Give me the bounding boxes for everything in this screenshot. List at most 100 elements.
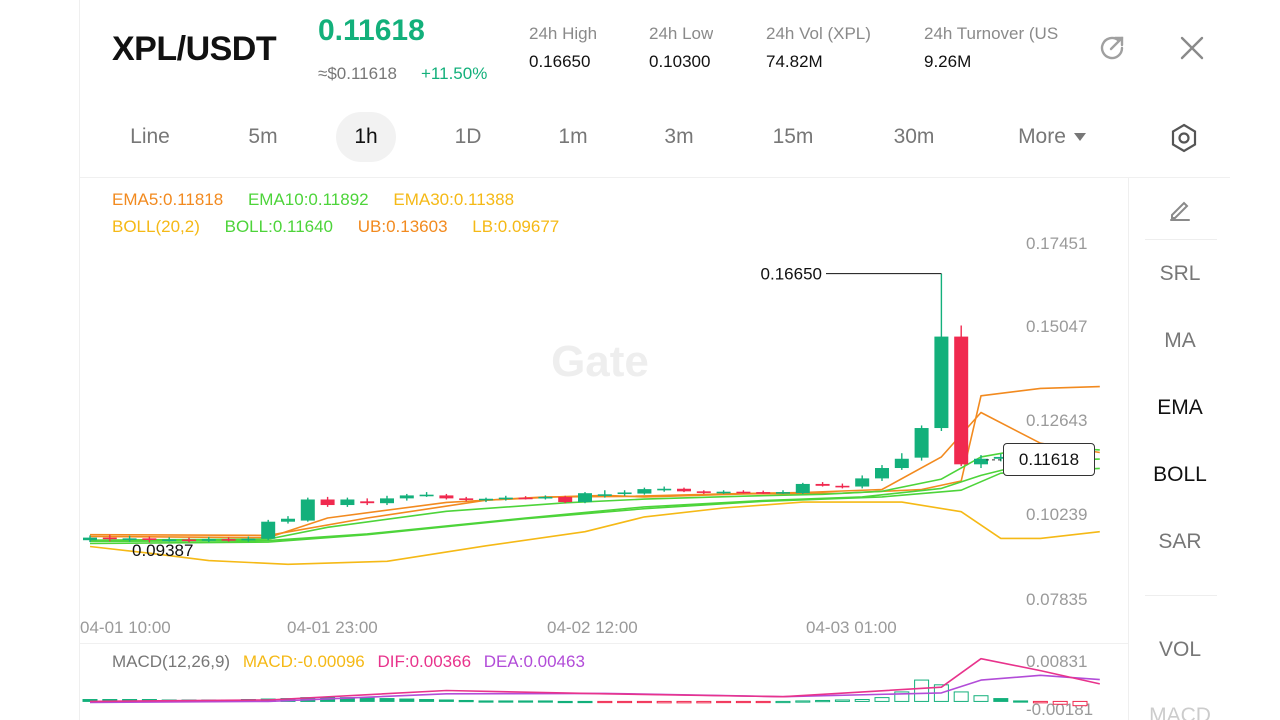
candle-body bbox=[498, 497, 513, 500]
candle-body bbox=[340, 499, 355, 506]
tab-1h[interactable]: 1h bbox=[336, 112, 396, 162]
price-axis-label: 0.07835 bbox=[1026, 590, 1088, 609]
macd-hist-bar bbox=[537, 700, 553, 703]
ema10-line bbox=[89, 445, 1100, 541]
legend-macd-title: MACD(12,26,9) bbox=[112, 652, 231, 671]
candle-body bbox=[439, 495, 454, 499]
legend-dea: DEA:0.00463 bbox=[483, 652, 585, 671]
close-icon[interactable] bbox=[1176, 32, 1208, 64]
macd-hist-bar bbox=[597, 700, 613, 704]
sidebar-item-macd[interactable]: MACD bbox=[1149, 704, 1211, 720]
sidebar-item-sar[interactable]: SAR bbox=[1158, 530, 1202, 553]
macd-hist-bar bbox=[359, 697, 375, 702]
stat-value: 74.82M bbox=[766, 52, 823, 71]
stat-label: 24h Vol (XPL) bbox=[766, 24, 871, 43]
macd-hist-bar bbox=[1032, 700, 1048, 704]
tab-1d[interactable]: 1D bbox=[454, 125, 482, 148]
time-axis-label: 04-01 23:00 bbox=[287, 618, 378, 637]
tab-3m[interactable]: 3m bbox=[664, 125, 694, 148]
candle-body bbox=[399, 495, 414, 499]
fiat-price: ≈$0.11618 bbox=[318, 64, 397, 83]
macd-hist-bar bbox=[656, 700, 672, 704]
macd-hist-bar bbox=[577, 700, 593, 704]
tabs-divider bbox=[80, 177, 1230, 178]
candle-body bbox=[993, 456, 1008, 459]
macd-hist-bar bbox=[478, 700, 494, 703]
legend-macd: MACD:-0.00096 bbox=[242, 652, 365, 671]
macd-hist-bar bbox=[82, 699, 98, 702]
candle-body bbox=[102, 537, 117, 540]
candle-body bbox=[182, 539, 196, 542]
macd-axis-label: 0.00831 bbox=[1026, 652, 1088, 671]
candle-body bbox=[83, 537, 97, 541]
share-icon[interactable] bbox=[1096, 32, 1128, 64]
time-axis-label: 04-01 10:00 bbox=[80, 618, 171, 637]
macd-hist-bar bbox=[775, 700, 791, 704]
candle-body bbox=[558, 496, 573, 503]
ema30-line bbox=[89, 467, 1100, 545]
sidebar-item-vol[interactable]: VOL bbox=[1158, 638, 1202, 661]
macd-hist-bar bbox=[399, 698, 415, 702]
indicator-sidebar: SRL MA EMA BOLL SAR VOL MACD bbox=[1128, 178, 1230, 720]
legend-row-boll: BOLL(20,2) BOLL:0.11640 UB:0.13603 LB:0.… bbox=[112, 217, 559, 237]
candle-body bbox=[380, 498, 394, 504]
candle-body bbox=[320, 499, 335, 506]
pencil-icon[interactable] bbox=[1167, 196, 1193, 222]
macd-hist-bar bbox=[379, 698, 395, 702]
macd-hist-bar bbox=[874, 697, 890, 702]
candle-body bbox=[221, 539, 236, 541]
candle-body bbox=[360, 501, 375, 504]
candlestick-chart[interactable]: Gate 0.16650 0.09387 bbox=[0, 0, 1128, 720]
boll-lower-line bbox=[89, 501, 1100, 566]
price-axis-label: 0.10239 bbox=[1026, 505, 1088, 524]
macd-hist-bar bbox=[1013, 700, 1029, 703]
tab-30m[interactable]: 30m bbox=[893, 125, 935, 148]
macd-hist-bar bbox=[676, 700, 692, 704]
stat-label: 24h High bbox=[529, 24, 598, 43]
sidebar-divider bbox=[1145, 239, 1217, 240]
settings-icon[interactable] bbox=[1168, 122, 1200, 154]
macd-hist-bar bbox=[795, 700, 811, 703]
candle-body bbox=[300, 499, 315, 521]
sidebar-item-ma[interactable]: MA bbox=[1164, 329, 1196, 352]
sidebar-divider bbox=[1145, 595, 1217, 596]
candle-body bbox=[954, 336, 969, 465]
sidebar-item-ema[interactable]: EMA bbox=[1157, 396, 1203, 419]
macd-hist-bar bbox=[716, 700, 732, 704]
legend-boll-lb: LB:0.09677 bbox=[472, 217, 560, 236]
low-marker-label: 0.09387 bbox=[132, 541, 193, 560]
candle-body bbox=[261, 521, 276, 539]
candle-body bbox=[815, 483, 830, 486]
sidebar-item-srl[interactable]: SRL bbox=[1159, 262, 1201, 285]
stat-value: 0.10300 bbox=[649, 52, 711, 71]
tab-1m[interactable]: 1m bbox=[558, 125, 588, 148]
stat-label: 24h Low bbox=[649, 24, 714, 43]
tab-line[interactable]: Line bbox=[130, 125, 170, 148]
candle-body bbox=[914, 428, 929, 458]
macd-hist-bar bbox=[419, 699, 435, 702]
macd-hist-bar bbox=[1052, 700, 1068, 705]
stat-label: 24h Turnover (US bbox=[924, 24, 1059, 43]
sidebar-item-boll[interactable]: BOLL bbox=[1153, 463, 1207, 486]
macd-hist-bar bbox=[557, 700, 573, 704]
stat-value: 0.16650 bbox=[529, 52, 591, 71]
candle-body bbox=[696, 491, 711, 493]
stat-24h-high: 24h High 0.16650 bbox=[529, 24, 597, 72]
stat-value: 9.26M bbox=[924, 52, 972, 71]
tab-5m[interactable]: 5m bbox=[248, 125, 278, 148]
macd-hist-bar bbox=[894, 691, 910, 702]
tab-15m[interactable]: 15m bbox=[772, 125, 814, 148]
candle-body bbox=[776, 492, 790, 494]
tab-more[interactable]: More bbox=[1002, 112, 1102, 162]
macd-hist-bar bbox=[755, 700, 771, 704]
macd-hist-bar bbox=[458, 699, 474, 703]
price-axis-label: 0.12643 bbox=[1026, 411, 1088, 430]
macd-hist-bar bbox=[636, 700, 652, 704]
candle-body bbox=[756, 492, 771, 494]
legend-ema30: EMA30:0.11388 bbox=[393, 190, 515, 209]
candle-body bbox=[201, 539, 216, 541]
candle-body bbox=[736, 491, 751, 494]
pair-title: XPL/USDT bbox=[112, 30, 277, 68]
candle-body bbox=[538, 496, 553, 499]
candle-body bbox=[637, 489, 652, 494]
